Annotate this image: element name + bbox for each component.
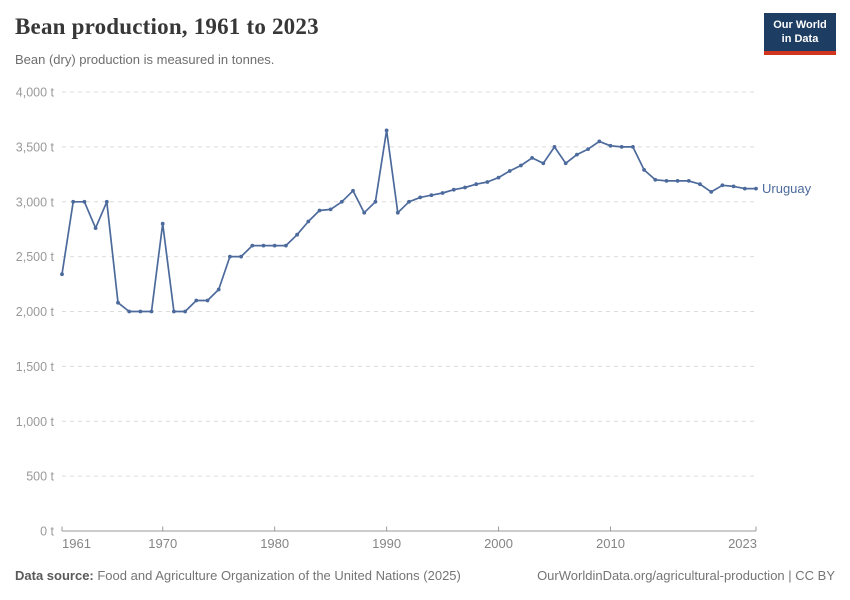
x-axis-label: 2010 [596, 536, 625, 551]
data-point[interactable] [742, 186, 747, 191]
x-axis-label: 1970 [148, 536, 177, 551]
x-axis-label: 2000 [484, 536, 513, 551]
data-point[interactable] [418, 195, 423, 200]
x-axis-label: 1961 [62, 536, 91, 551]
data-point[interactable] [261, 243, 266, 248]
owid-logo-line1: Our World [773, 19, 827, 31]
data-point[interactable] [485, 180, 490, 184]
data-point[interactable] [127, 309, 132, 314]
data-point[interactable] [228, 254, 232, 259]
data-point[interactable] [183, 309, 188, 314]
chart-subtitle: Bean (dry) production is measured in ton… [15, 52, 275, 67]
data-point[interactable] [407, 199, 411, 204]
data-point[interactable] [149, 309, 154, 314]
data-point[interactable] [664, 179, 669, 183]
data-point[interactable] [619, 145, 624, 149]
data-point[interactable] [93, 226, 98, 231]
series-label-uruguay[interactable]: Uruguay [762, 181, 812, 196]
data-point[interactable] [463, 185, 467, 190]
data-point[interactable] [597, 139, 602, 144]
data-point[interactable] [530, 156, 534, 160]
data-point[interactable] [250, 243, 255, 248]
data-point[interactable] [429, 193, 434, 198]
data-point[interactable] [552, 145, 557, 149]
data-source-text: Food and Agriculture Organization of the… [93, 568, 461, 583]
y-axis-label: 1,000 t [16, 415, 55, 429]
data-point[interactable] [172, 309, 176, 314]
y-axis-label: 2,500 t [16, 250, 55, 264]
data-point[interactable] [160, 221, 165, 226]
data-point[interactable] [272, 243, 277, 248]
data-point[interactable] [194, 298, 199, 303]
data-point[interactable] [317, 208, 322, 213]
y-axis-label: 3,000 t [16, 195, 55, 209]
y-axis-label: 2,000 t [16, 305, 55, 319]
data-point[interactable] [116, 300, 120, 305]
data-point[interactable] [71, 199, 76, 204]
data-point[interactable] [440, 191, 445, 195]
data-point[interactable] [284, 243, 288, 248]
x-axis-label: 1990 [372, 536, 401, 551]
y-axis-label: 3,500 t [16, 140, 55, 154]
data-point[interactable] [474, 182, 479, 187]
data-point[interactable] [653, 177, 658, 182]
data-point[interactable] [575, 152, 579, 157]
y-axis-label: 0 t [40, 525, 54, 539]
data-point[interactable] [754, 186, 758, 191]
data-point[interactable] [586, 147, 590, 152]
data-point[interactable] [731, 184, 736, 189]
chart-footer: Data source: Food and Agriculture Organi… [15, 568, 835, 583]
data-point[interactable] [686, 179, 691, 183]
data-point[interactable] [519, 163, 523, 168]
data-point[interactable] [306, 219, 311, 224]
data-point[interactable] [507, 169, 512, 173]
data-point[interactable] [496, 175, 501, 180]
data-point[interactable] [339, 199, 344, 204]
data-point[interactable] [384, 128, 389, 133]
data-point[interactable] [328, 207, 333, 212]
data-point[interactable] [642, 168, 646, 172]
owid-logo-line2: in Data [781, 32, 819, 45]
data-point[interactable] [373, 199, 378, 204]
x-axis-label: 1980 [260, 536, 289, 551]
data-source: Data source: Food and Agriculture Organi… [15, 568, 461, 583]
data-point[interactable] [205, 298, 210, 303]
data-point[interactable] [395, 210, 400, 215]
data-point[interactable] [541, 161, 546, 166]
data-point[interactable] [675, 179, 680, 183]
data-point[interactable] [351, 188, 355, 193]
data-source-label: Data source: [15, 568, 94, 583]
data-point[interactable] [239, 254, 244, 259]
chart-title: Bean production, 1961 to 2023 [15, 14, 319, 39]
uruguay-line-series[interactable] [61, 129, 757, 313]
data-point[interactable] [631, 145, 635, 149]
data-point[interactable] [720, 183, 725, 188]
y-axis-label: 500 t [26, 470, 54, 484]
data-point[interactable] [82, 199, 87, 204]
y-axis-label: 1,500 t [16, 360, 55, 374]
data-point[interactable] [709, 190, 714, 194]
data-point[interactable] [138, 309, 143, 314]
owid-logo[interactable]: Our World in Data [764, 13, 836, 55]
data-point[interactable] [563, 161, 568, 166]
data-point[interactable] [104, 199, 109, 204]
data-point[interactable] [362, 210, 367, 215]
data-point[interactable] [451, 187, 456, 192]
data-point[interactable] [608, 143, 613, 148]
y-axis-label: 4,000 t [16, 86, 55, 100]
footer-link[interactable]: OurWorldinData.org/agricultural-producti… [537, 568, 835, 583]
data-point[interactable] [216, 287, 221, 292]
data-point[interactable] [295, 232, 299, 237]
x-axis-label: 2023 [728, 536, 757, 551]
data-point[interactable] [60, 272, 64, 277]
data-point[interactable] [698, 182, 702, 187]
